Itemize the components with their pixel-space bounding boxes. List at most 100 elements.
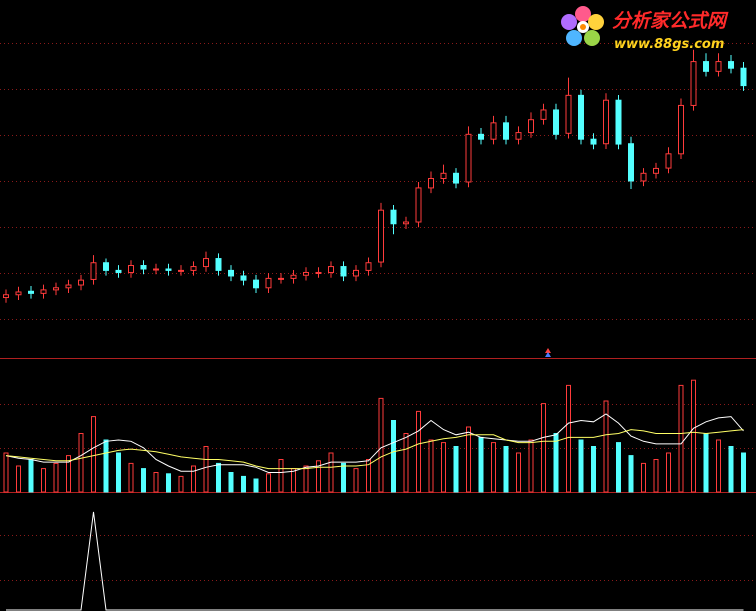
volume-bar xyxy=(453,446,459,493)
candle-body xyxy=(65,284,72,289)
logo-petal xyxy=(566,30,582,46)
volume-bar xyxy=(303,465,309,493)
volume-bar xyxy=(241,475,246,493)
volume-bar xyxy=(328,452,334,493)
candle-body xyxy=(453,172,459,184)
candle-body xyxy=(303,271,309,276)
volume-bar xyxy=(128,462,134,493)
volume-bar xyxy=(216,462,221,493)
candle-body xyxy=(590,138,597,145)
candle-body xyxy=(115,269,122,273)
candle-body xyxy=(228,269,234,277)
volume-bar xyxy=(503,446,509,493)
candle-body xyxy=(190,266,197,271)
candle-body xyxy=(165,268,172,271)
volume-bar xyxy=(53,462,59,493)
signal-marker xyxy=(545,348,551,353)
candle-body xyxy=(78,279,84,286)
volume-bar xyxy=(266,473,271,493)
candle-body xyxy=(178,269,184,272)
candle-body xyxy=(740,67,747,87)
volume-bar xyxy=(3,452,9,493)
volume-bar xyxy=(78,433,84,493)
logo-center xyxy=(580,24,586,30)
candle-body xyxy=(365,262,372,271)
volume-bar xyxy=(478,436,484,493)
volume-bar xyxy=(716,439,721,493)
candle-body xyxy=(503,122,509,140)
logo-petal xyxy=(575,6,591,22)
volume-bar xyxy=(41,468,46,493)
volume-bar xyxy=(691,379,696,493)
volume-bar xyxy=(16,465,21,493)
volume-bar xyxy=(416,410,421,493)
volume-bar xyxy=(628,455,634,493)
volume-bar xyxy=(428,439,434,493)
signal-marker xyxy=(545,352,551,357)
volume-bar xyxy=(616,442,621,493)
volume-bar xyxy=(516,452,521,493)
candle-body xyxy=(728,61,734,69)
candle-body xyxy=(315,271,322,274)
candle-body xyxy=(653,167,659,174)
volume-bar xyxy=(566,384,571,493)
candle-body xyxy=(265,277,272,289)
volume-bar xyxy=(728,446,734,493)
candle-body xyxy=(278,277,284,280)
volume-bar xyxy=(178,475,184,493)
candle-body xyxy=(240,275,247,281)
volume-bar xyxy=(91,416,96,493)
candle-body xyxy=(540,109,547,120)
volume-bar xyxy=(103,439,109,493)
watermark-url: www.88gs.com xyxy=(614,37,724,52)
volume-bar xyxy=(166,473,171,493)
volume-bar xyxy=(28,459,34,493)
volume-bar xyxy=(441,442,446,493)
candle-body xyxy=(15,291,22,296)
volume-bar xyxy=(291,468,296,493)
candle-body xyxy=(403,221,409,225)
logo: 分析家公式网 www.88gs.com xyxy=(561,6,729,52)
volume-bar xyxy=(353,468,359,493)
volume-bar xyxy=(678,384,684,493)
candle-body xyxy=(203,258,209,268)
logo-petal xyxy=(561,14,577,30)
plot-area xyxy=(3,49,747,611)
candle-body xyxy=(465,133,472,183)
candle-body xyxy=(215,258,222,271)
volume-bar xyxy=(666,452,671,493)
candle-body xyxy=(103,262,109,271)
volume-bar xyxy=(66,455,71,493)
volume-bar xyxy=(641,462,646,493)
watermark-title: 分析家公式网 xyxy=(612,10,729,32)
candle-body xyxy=(640,172,647,182)
volume-bar xyxy=(578,439,584,493)
volume-bar xyxy=(366,459,371,493)
marker xyxy=(545,348,551,357)
candle-body xyxy=(415,187,422,223)
candle-body xyxy=(290,274,297,279)
volume-bar xyxy=(153,472,159,493)
candle-body xyxy=(90,262,97,280)
volume-bar xyxy=(341,462,346,493)
volume-bar xyxy=(116,452,121,493)
volume-bar xyxy=(703,433,709,493)
candle-body xyxy=(378,209,384,263)
volume-bar xyxy=(591,446,596,493)
volume-bar xyxy=(278,459,284,493)
candle-body xyxy=(678,104,684,155)
candle-body xyxy=(53,287,59,291)
volume-bar xyxy=(191,465,196,493)
volume-bar xyxy=(378,397,384,493)
candle-body xyxy=(578,94,584,140)
candle-body xyxy=(478,133,484,140)
volume-bar xyxy=(391,420,396,493)
candle-body xyxy=(528,119,534,134)
volume-bar xyxy=(141,468,146,493)
volume-bar xyxy=(603,400,609,493)
indicator-line xyxy=(6,511,744,611)
candle-body xyxy=(615,99,622,145)
volume-bar xyxy=(553,433,559,493)
candle-body xyxy=(128,265,134,273)
volume-bar xyxy=(741,452,746,493)
